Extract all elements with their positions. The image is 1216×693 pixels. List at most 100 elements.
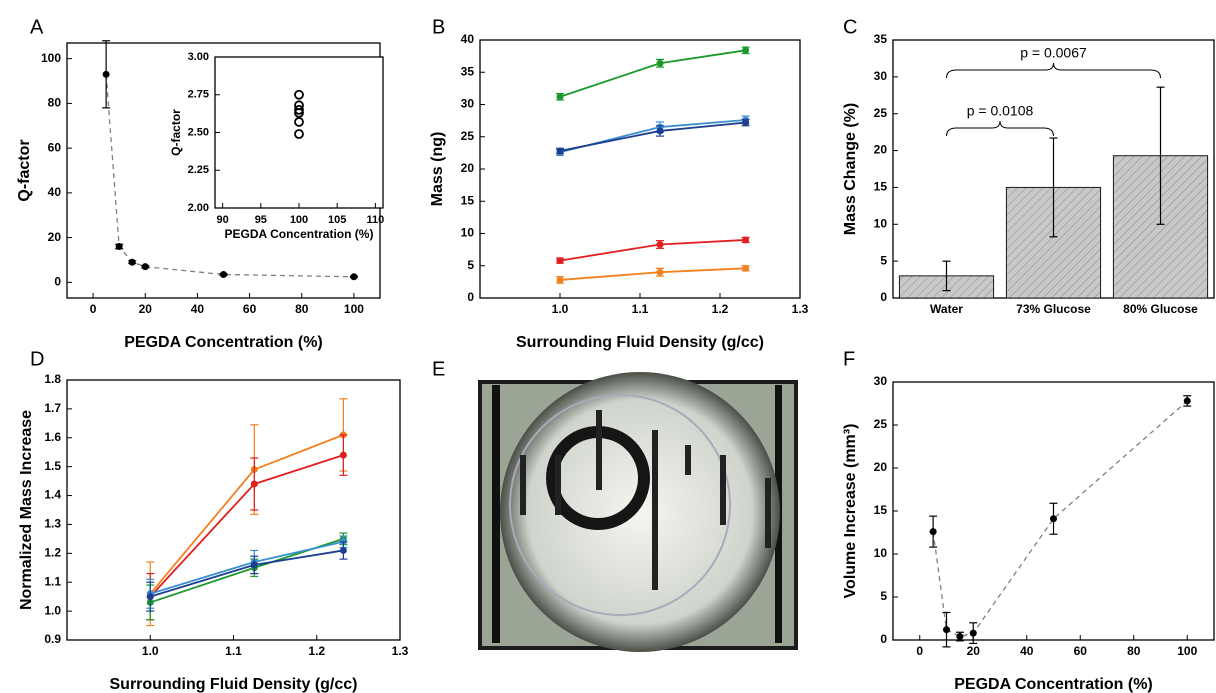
data-point — [128, 258, 136, 266]
y-tick-label: 35 — [461, 64, 475, 78]
y-tick-label: 1.6 — [44, 430, 61, 444]
y-tick-label: 1.2 — [44, 546, 61, 560]
y-tick-label: 0 — [467, 290, 474, 304]
y-tick-label: 2.75 — [188, 89, 209, 101]
y-tick-label: 0.9 — [44, 632, 61, 646]
y-tick-label: 30 — [874, 69, 888, 83]
x-axis-label: PEGDA Concentration (%) — [225, 227, 374, 241]
series-line — [559, 121, 746, 152]
series-line — [149, 549, 344, 598]
x-tick-label: 60 — [1074, 644, 1088, 658]
x-tick-label: 80 — [1127, 644, 1141, 658]
x-tick-label: 0 — [916, 644, 923, 658]
x-tick-label: 20 — [967, 644, 981, 658]
y-tick-label: 5 — [467, 258, 474, 272]
data-point — [294, 89, 304, 100]
data-point — [742, 46, 750, 54]
data-point — [556, 257, 564, 265]
x-tick-label: 110 — [366, 214, 384, 226]
panel-letter: A — [30, 16, 44, 38]
x-tick-label: 73% Glucose — [1016, 302, 1091, 316]
y-tick-label: 10 — [874, 546, 888, 560]
y-tick-label: 2.25 — [188, 164, 209, 176]
y-tick-label: 0 — [880, 632, 887, 646]
x-tick-label: 100 — [290, 214, 308, 226]
data-point — [943, 626, 950, 634]
panel-letter: C — [843, 16, 857, 38]
y-tick-label: 60 — [48, 140, 62, 154]
panel-letter: E — [432, 358, 445, 380]
x-tick-label: 105 — [328, 214, 346, 226]
x-tick-label: 60 — [243, 302, 257, 316]
data-point — [250, 561, 258, 569]
y-tick-label: 2.50 — [188, 126, 209, 138]
y-tick-label: 30 — [874, 374, 888, 388]
series-line — [105, 74, 354, 278]
plot-frame — [479, 39, 801, 299]
x-tick-label: 40 — [191, 302, 205, 316]
y-tick-label: 20 — [48, 230, 62, 244]
series-line — [559, 49, 746, 98]
y-tick-label: 5 — [880, 589, 887, 603]
y-tick-label: 1.4 — [44, 488, 61, 502]
y-tick-label: 20 — [874, 143, 888, 157]
x-tick-label: 1.2 — [308, 644, 325, 658]
panel-letter: B — [432, 16, 445, 38]
bracket — [946, 120, 1054, 137]
x-tick-label: 1.2 — [712, 302, 729, 316]
data-point — [220, 271, 227, 279]
y-tick-label: 1.1 — [44, 574, 61, 588]
y-tick-label: 1.5 — [44, 459, 61, 473]
y-tick-label: 2.00 — [188, 202, 209, 214]
data-point — [556, 276, 564, 284]
data-point — [294, 107, 304, 118]
y-tick-label: 1.0 — [44, 603, 61, 617]
panel-letter: D — [30, 348, 44, 370]
y-tick-label: 0 — [54, 275, 61, 289]
data-point — [742, 264, 750, 272]
x-axis-label: PEGDA Concentration (%) — [954, 676, 1153, 693]
data-point — [339, 451, 347, 459]
data-point — [1183, 397, 1191, 405]
data-point — [250, 480, 258, 488]
x-tick-label: 90 — [217, 214, 229, 226]
data-point — [656, 127, 664, 135]
data-point — [102, 70, 110, 78]
data-point — [350, 273, 358, 281]
x-tick-label: 1.3 — [392, 644, 409, 658]
y-tick-label: 20 — [874, 460, 888, 474]
data-point — [294, 104, 304, 115]
data-point — [969, 629, 977, 637]
x-tick-label: 100 — [1177, 644, 1197, 658]
data-point — [146, 593, 154, 601]
data-point — [742, 236, 750, 244]
x-axis-label: Surrounding Fluid Density (g/cc) — [516, 334, 764, 351]
y-axis-label: Mass Change (%) — [842, 103, 859, 235]
x-tick-label: 1.3 — [792, 302, 809, 316]
y-tick-label: 15 — [874, 180, 888, 194]
y-tick-label: 25 — [461, 129, 475, 143]
y-tick-label: 5 — [880, 253, 887, 267]
y-axis-label: Q-factor — [169, 109, 183, 156]
data-point — [656, 59, 664, 67]
series-line — [559, 239, 746, 262]
y-axis-label: Volume Increase (mm³) — [842, 424, 859, 599]
y-tick-label: 3.00 — [188, 51, 209, 63]
y-axis-label: Normalized Mass Increase — [18, 410, 35, 610]
data-point — [656, 240, 664, 248]
annotation: p = 0.0108 — [967, 103, 1034, 119]
data-point — [956, 633, 964, 641]
series-line — [932, 400, 1188, 638]
y-tick-label: 10 — [461, 226, 475, 240]
y-tick-label: 15 — [461, 193, 475, 207]
x-tick-label: 95 — [255, 214, 267, 226]
data-point — [115, 243, 123, 251]
x-tick-label: 0 — [90, 302, 97, 316]
x-axis-label: PEGDA Concentration (%) — [124, 334, 323, 351]
y-tick-label: 15 — [874, 503, 888, 517]
y-tick-label: 0 — [880, 290, 887, 304]
y-tick-label: 35 — [874, 32, 888, 46]
y-tick-label: 10 — [874, 216, 888, 230]
bracket — [946, 62, 1161, 79]
annotation: p = 0.0067 — [1020, 45, 1087, 61]
